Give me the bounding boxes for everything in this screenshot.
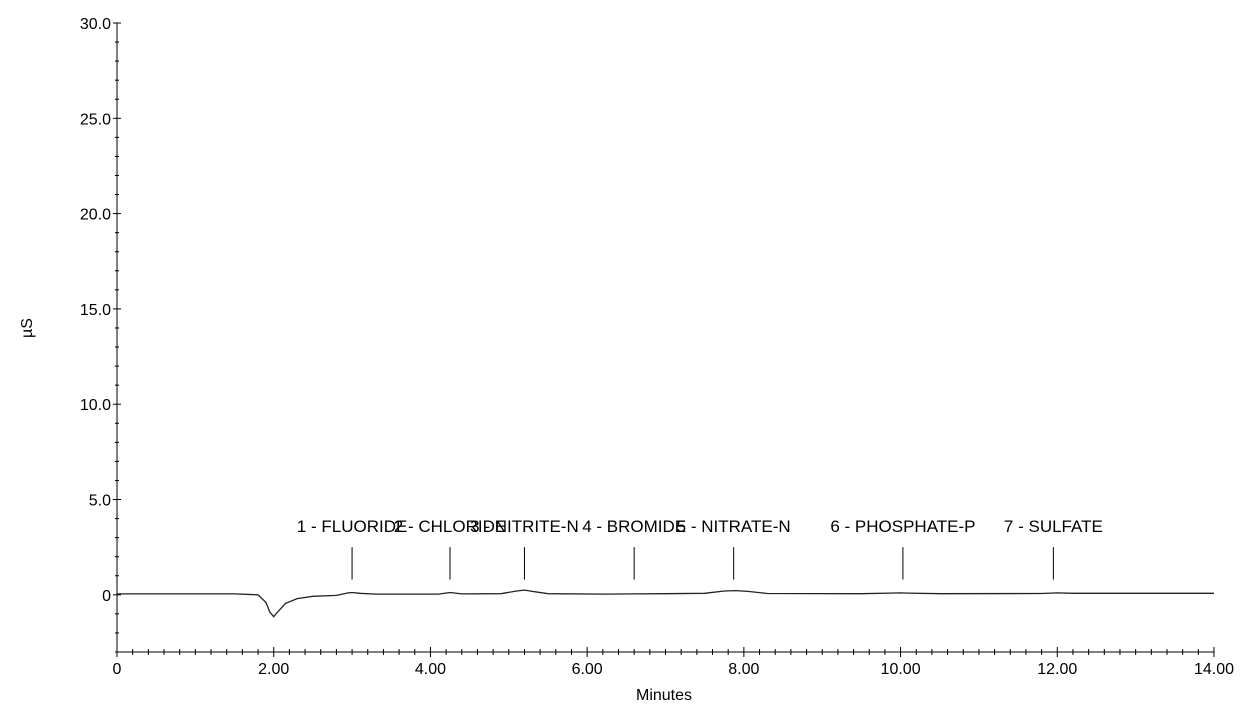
y-tick-label: 0 <box>102 588 111 605</box>
x-tick-label: 10.00 <box>881 661 921 678</box>
y-tick-label: 25.0 <box>80 111 111 128</box>
peak-label: 3 - NITRITE-N <box>470 517 579 536</box>
x-tick-label: 6.00 <box>572 661 603 678</box>
peak-label: 7 - SULFATE <box>1004 517 1103 536</box>
peak-label: 1 - FLUORIDE <box>297 517 408 536</box>
x-tick-label: 12.00 <box>1037 661 1077 678</box>
peak-label: 2 - CHLORIDE <box>394 517 506 536</box>
y-tick-label: 30.0 <box>80 16 111 33</box>
peak-label: 5 - NITRATE-N <box>677 517 791 536</box>
x-tick-label: 2.00 <box>258 661 289 678</box>
y-tick-label: 20.0 <box>80 207 111 224</box>
x-axis: 0 2.00 4.00 6.00 8.00 10.00 12.00 14.00 <box>113 647 1234 678</box>
y-axis: 0 5.0 10.0 15.0 20.0 25.0 30.0 <box>80 16 121 653</box>
chromatogram-trace <box>117 589 1214 618</box>
x-tick-label: 8.00 <box>728 661 759 678</box>
x-tick-label: 0 <box>113 661 122 678</box>
y-axis-title: µS <box>19 318 36 338</box>
series-layer <box>117 589 1214 618</box>
x-tick-label: 4.00 <box>415 661 446 678</box>
y-tick-label: 5.0 <box>89 493 111 510</box>
x-tick-label: 14.00 <box>1194 661 1234 678</box>
peak-label: 6 - PHOSPHATE-P <box>830 517 975 536</box>
peak-label: 4 - BROMIDE <box>582 517 686 536</box>
y-tick-label: 10.0 <box>80 397 111 414</box>
y-tick-label: 15.0 <box>80 302 111 319</box>
x-axis-title: Minutes <box>636 687 692 704</box>
